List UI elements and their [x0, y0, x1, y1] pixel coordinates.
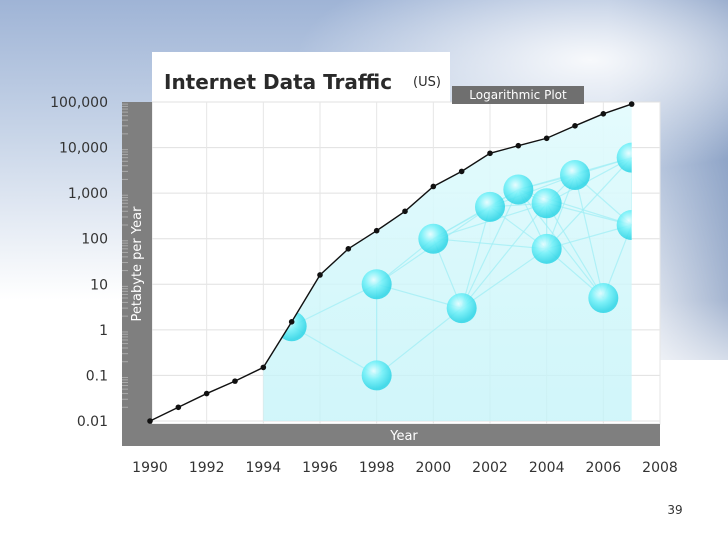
y-tick-label: 1,000 — [68, 186, 108, 202]
network-node — [616, 142, 632, 173]
y-tick-label: 10 — [90, 277, 108, 293]
y-tick-label: 1 — [99, 323, 108, 339]
x-tick-label: 2008 — [642, 460, 678, 476]
network-link — [461, 206, 491, 309]
data-point — [572, 123, 578, 129]
data-point — [317, 272, 323, 278]
network-link — [461, 202, 548, 309]
data-point — [147, 418, 153, 424]
x-tick-label: 2000 — [416, 460, 452, 476]
x-axis-label: Year — [389, 429, 418, 444]
scale-badge — [452, 86, 584, 104]
chart-title: Internet Data Traffic — [164, 70, 392, 94]
network-link — [574, 174, 604, 299]
data-point — [373, 227, 380, 234]
title-tab — [152, 52, 450, 102]
network-link — [461, 248, 548, 309]
network-link — [461, 189, 519, 309]
page-number: 39 — [667, 503, 683, 517]
y-tick-label: 100,000 — [50, 95, 108, 111]
network-node — [531, 188, 562, 219]
x-tick-label: 1998 — [359, 460, 395, 476]
x-tick-label: 1990 — [132, 460, 168, 476]
data-point — [288, 319, 295, 325]
data-point — [345, 246, 352, 252]
data-point — [600, 111, 607, 117]
network-link — [291, 325, 377, 376]
y-axis-minor-ticks — [122, 103, 128, 408]
data-point — [203, 390, 210, 397]
network-node — [503, 174, 534, 205]
x-tick-label: 1994 — [246, 460, 282, 476]
series-line — [147, 101, 635, 424]
data-point — [402, 208, 408, 215]
network-link — [433, 238, 547, 250]
network-link — [291, 283, 377, 327]
x-tick-label: 1996 — [302, 460, 338, 476]
y-tick-label: 0.01 — [77, 414, 108, 430]
y-tick-label: 10,000 — [59, 141, 108, 157]
y-tick-label: 0.1 — [86, 368, 108, 384]
network-link — [546, 157, 632, 204]
decorative-nodes — [276, 142, 632, 391]
x-tick-labels: 1990 1992 1994 1996 1998 2000 2002 2004 2006 2008 — [132, 460, 678, 476]
data-point — [487, 150, 493, 157]
network-node — [475, 191, 505, 222]
network-node — [560, 160, 590, 191]
x-tick-label: 2006 — [586, 460, 622, 476]
x-tick-label: 2004 — [529, 460, 565, 476]
network-link — [546, 202, 604, 299]
network-node — [588, 283, 619, 314]
x-axis-band — [122, 424, 660, 446]
y-tick-label: 100 — [81, 232, 108, 248]
data-point — [628, 101, 635, 107]
data-point — [232, 378, 238, 384]
x-tick-label: 2002 — [472, 460, 508, 476]
y-tick-labels: 0.01 0.1 1 10 100 1,000 10,000 100,000 — [50, 95, 108, 430]
network-node — [446, 293, 477, 324]
network-node — [531, 233, 562, 264]
data-point — [515, 142, 522, 149]
data-point — [260, 364, 267, 371]
network-node — [361, 269, 392, 300]
y-axis-label: Petabyte per Year — [130, 206, 145, 322]
network-node — [616, 209, 632, 240]
network-link — [546, 157, 632, 250]
network-link — [376, 307, 463, 376]
data-point — [430, 183, 437, 190]
data-point — [458, 168, 465, 175]
x-tick-label: 1992 — [189, 460, 225, 476]
series-polyline — [149, 103, 632, 422]
network-node — [361, 360, 392, 391]
data-point — [175, 404, 182, 411]
network-node — [418, 223, 449, 254]
scale-badge-text: Logarithmic Plot — [469, 88, 567, 102]
data-point — [543, 135, 550, 142]
chart-title-suffix: (US) — [413, 75, 441, 90]
